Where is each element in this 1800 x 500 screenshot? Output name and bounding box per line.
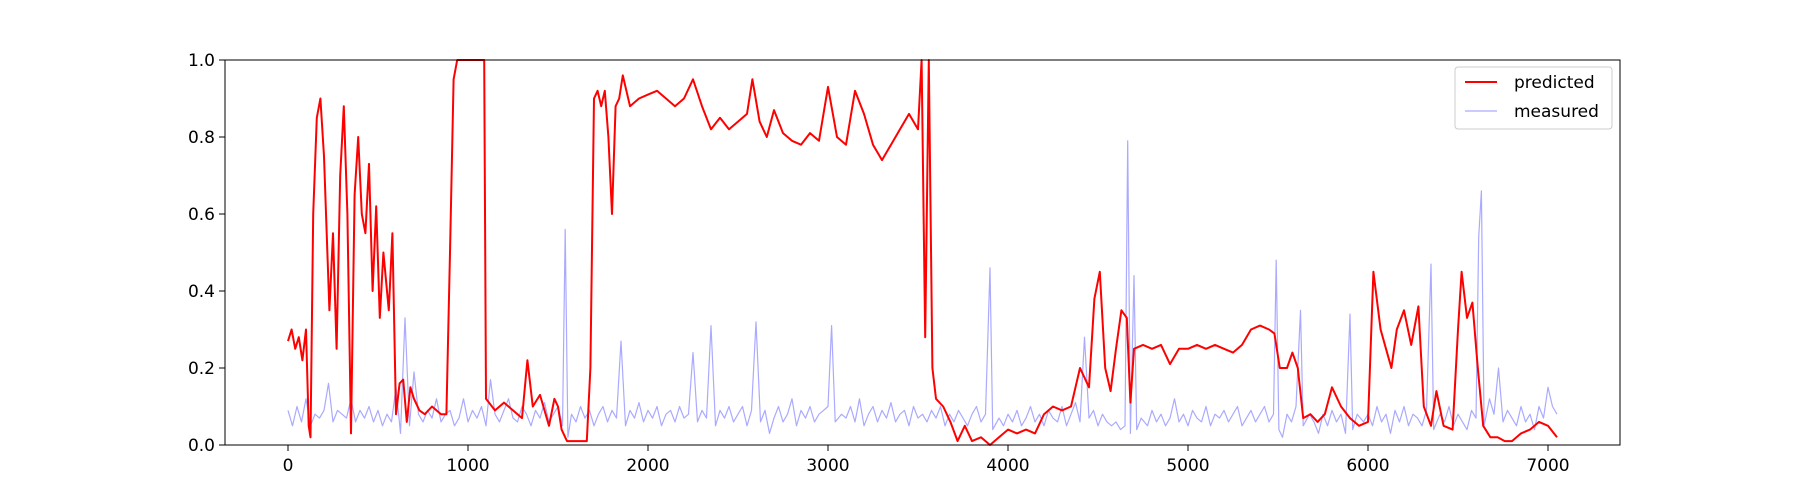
y-tick-label: 0.4 xyxy=(188,282,215,302)
x-tick-label: 2000 xyxy=(626,456,669,476)
x-tick-label: 5000 xyxy=(1166,456,1209,476)
x-tick-label: 0 xyxy=(283,456,294,476)
plot-frame xyxy=(224,59,1621,446)
legend: predicted measured xyxy=(1454,66,1613,130)
legend-label-predicted: predicted xyxy=(1514,73,1595,93)
y-tick-label: 0.2 xyxy=(188,359,215,379)
y-axis: 0.0 0.2 0.4 0.6 0.8 1.0 xyxy=(188,51,225,456)
x-tick-label: 1000 xyxy=(446,456,489,476)
x-tick-label: 4000 xyxy=(986,456,1029,476)
series-layer xyxy=(287,59,1558,446)
x-tick-label: 3000 xyxy=(806,456,849,476)
y-tick-label: 0.8 xyxy=(188,128,215,148)
y-tick-label: 1.0 xyxy=(188,51,215,71)
legend-label-measured: measured xyxy=(1514,102,1599,122)
y-tick-label: 0.6 xyxy=(188,205,215,225)
series-line-measured xyxy=(287,140,1558,438)
x-tick-label: 6000 xyxy=(1346,456,1389,476)
x-axis: 0 1000 2000 3000 4000 5000 6000 7000 xyxy=(283,445,1570,476)
series-line-predicted xyxy=(287,59,1558,446)
y-tick-label: 0.0 xyxy=(188,436,215,456)
x-tick-label: 7000 xyxy=(1526,456,1569,476)
